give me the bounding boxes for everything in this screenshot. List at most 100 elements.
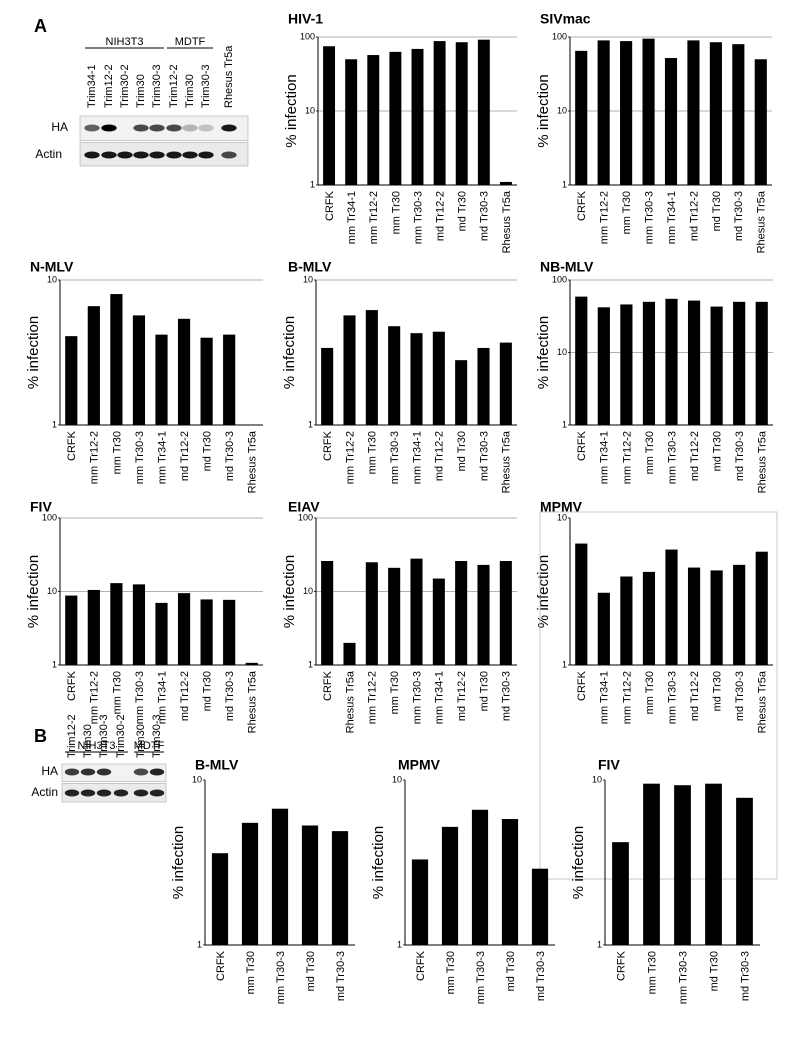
bar <box>223 334 236 425</box>
band <box>64 768 80 776</box>
y-tick-label: 1 <box>310 179 315 189</box>
x-tick-label: mm Tr30 <box>646 951 658 994</box>
y-tick-label: 1 <box>52 419 57 429</box>
x-tick-label: md Tr12-2 <box>688 191 700 241</box>
x-tick-label: CRFK <box>215 950 227 981</box>
bar <box>597 40 610 186</box>
bar <box>642 301 656 425</box>
band <box>149 151 165 159</box>
chart-title: HIV-1 <box>288 11 323 27</box>
lane-label: Trim30-3 <box>200 64 212 108</box>
x-tick-label: mm Tr12-2 <box>621 671 633 724</box>
chart-title: MPMV <box>398 757 441 773</box>
y-tick-label: 1 <box>308 659 313 669</box>
group-label: MDTF <box>134 740 165 752</box>
band <box>117 151 133 159</box>
band <box>221 124 237 132</box>
y-tick-label: 10 <box>557 347 567 357</box>
x-tick-label: mm Tr30 <box>245 951 257 994</box>
bar <box>132 315 146 425</box>
x-tick-label: mm Tr30-3 <box>134 431 146 484</box>
y-axis-label: % infection <box>535 316 552 389</box>
x-tick-label: md Tr30-3 <box>734 431 746 481</box>
bar <box>365 310 378 425</box>
bar <box>432 578 445 665</box>
bar <box>575 543 588 665</box>
x-tick-label: md Tr12-2 <box>689 431 701 481</box>
x-tick-label: Rhesus Tr5a <box>757 430 769 493</box>
lane-label: Trim30-2 <box>115 714 127 758</box>
band <box>133 151 149 159</box>
band <box>80 768 96 776</box>
bar <box>733 301 746 425</box>
x-tick-label: mm Tr30 <box>389 671 401 714</box>
y-axis-label: % infection <box>281 555 298 628</box>
y-tick-label: 10 <box>592 774 602 784</box>
y-axis-label: % infection <box>25 555 42 628</box>
bar <box>155 602 168 665</box>
panel-label: A <box>34 16 47 36</box>
bar <box>755 551 768 665</box>
x-tick-label: mm Tr30-3 <box>134 671 146 724</box>
bar <box>323 46 336 185</box>
bar <box>687 300 701 425</box>
x-tick-label: mm Tr12-2 <box>89 431 101 484</box>
bar <box>87 589 100 665</box>
y-tick-label: 1 <box>308 419 313 429</box>
group-label: NIH3T3 <box>106 36 144 48</box>
x-tick-label: md Tr30 <box>478 671 490 711</box>
bar <box>710 570 723 665</box>
x-tick-label: md Tr12-2 <box>689 671 701 721</box>
y-axis-label: % infection <box>535 74 552 147</box>
y-tick-label: 1 <box>562 659 567 669</box>
x-tick-label: md Tr12-2 <box>179 431 191 481</box>
y-axis-label: % infection <box>570 826 587 899</box>
chart-title: N-MLV <box>30 259 74 275</box>
bar <box>687 567 701 665</box>
panel-label: B <box>34 726 47 746</box>
row-label: HA <box>41 764 58 778</box>
band <box>133 768 149 776</box>
x-tick-label: md Tr30 <box>712 431 724 471</box>
x-tick-label: md Tr30 <box>457 191 469 231</box>
x-tick-label: md Tr30-3 <box>224 431 236 481</box>
bar <box>471 809 489 945</box>
x-tick-label: CRFK <box>66 670 78 701</box>
bar <box>211 853 229 945</box>
bar <box>365 562 378 665</box>
bar <box>710 306 723 425</box>
bar <box>575 50 588 186</box>
x-tick-label: Rhesus Tr5a <box>247 670 259 733</box>
y-axis-label: % infection <box>25 316 42 389</box>
chart-title: NB-MLV <box>540 259 594 275</box>
x-tick-label: mm Tr30 <box>367 431 379 474</box>
band <box>101 151 117 159</box>
bar <box>432 331 445 425</box>
y-tick-label: 100 <box>298 512 313 522</box>
bar <box>388 326 401 425</box>
band <box>113 789 129 797</box>
bar <box>665 549 678 665</box>
x-tick-label: Rhesus Tr5a <box>757 670 769 733</box>
band <box>133 124 149 132</box>
x-tick-label: md Tr30-3 <box>501 671 513 721</box>
bar <box>732 44 745 185</box>
x-tick-label: md Tr30-3 <box>535 951 547 1001</box>
x-tick-label: md Tr30-3 <box>224 671 236 721</box>
band <box>182 124 198 132</box>
bar <box>736 797 753 945</box>
y-tick-label: 1 <box>52 659 57 669</box>
y-axis-label: % infection <box>281 316 298 389</box>
bar <box>155 334 168 425</box>
band <box>198 124 214 132</box>
band <box>96 768 112 776</box>
bar <box>200 599 213 665</box>
bar <box>709 42 722 186</box>
x-tick-label: mm Tr34-1 <box>346 191 358 244</box>
bar <box>441 826 459 945</box>
y-tick-label: 10 <box>557 512 567 522</box>
x-tick-label: mm Tr30-3 <box>677 951 689 1004</box>
bar <box>410 558 423 665</box>
bar <box>87 306 100 425</box>
